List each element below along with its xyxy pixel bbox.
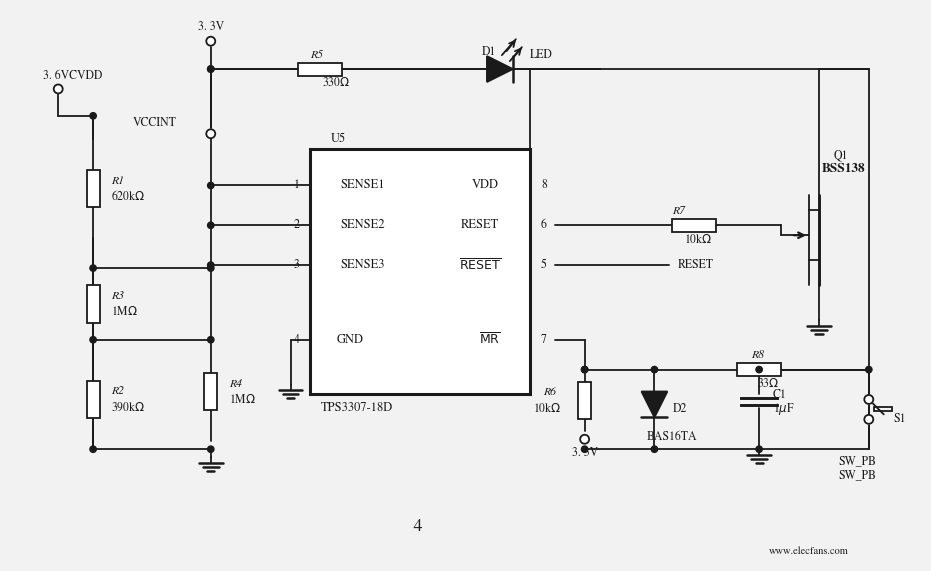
Text: BSS138: BSS138 (822, 163, 866, 175)
Circle shape (90, 446, 96, 452)
Text: SW_PB: SW_PB (839, 455, 877, 467)
Circle shape (54, 85, 62, 94)
Text: 图4  电压监控及复位电路: 图4 电压监控及复位电路 (409, 519, 472, 535)
Circle shape (90, 265, 96, 271)
Text: RESET: RESET (461, 219, 499, 231)
Circle shape (864, 415, 873, 424)
Text: www.elecfans.com: www.elecfans.com (769, 546, 849, 556)
Bar (578, 381, 591, 419)
Text: C1: C1 (773, 389, 787, 401)
Circle shape (208, 66, 214, 73)
Text: 390k$\Omega$: 390k$\Omega$ (111, 401, 145, 413)
Polygon shape (487, 56, 513, 82)
Circle shape (208, 262, 214, 268)
Circle shape (582, 446, 587, 452)
Text: TPS3307-18D: TPS3307-18D (320, 403, 393, 415)
Text: Q1: Q1 (834, 150, 848, 162)
Circle shape (756, 367, 762, 373)
Bar (874, 407, 892, 411)
Text: 1M$\Omega$: 1M$\Omega$ (229, 393, 256, 406)
Circle shape (582, 367, 587, 373)
Text: 620k$\Omega$: 620k$\Omega$ (111, 190, 145, 203)
Text: 4: 4 (293, 334, 300, 345)
Text: BAS16TA: BAS16TA (646, 431, 697, 443)
Text: D1: D1 (482, 46, 496, 58)
Text: 5: 5 (541, 259, 546, 271)
Text: 3. 6VCVDD: 3. 6VCVDD (43, 70, 102, 82)
Text: 7: 7 (541, 334, 546, 345)
Circle shape (652, 446, 657, 452)
Text: 2: 2 (293, 219, 300, 231)
Text: SENSE1: SENSE1 (340, 180, 385, 191)
Text: 330$\Omega$: 330$\Omega$ (322, 77, 351, 90)
Text: 10k$\Omega$: 10k$\Omega$ (684, 233, 712, 246)
Text: 1M$\Omega$: 1M$\Omega$ (111, 305, 138, 319)
Text: D2: D2 (672, 404, 687, 415)
Bar (299, 63, 343, 75)
Circle shape (208, 265, 214, 271)
Text: 6: 6 (541, 219, 546, 231)
Circle shape (208, 182, 214, 188)
Text: R5: R5 (310, 50, 323, 60)
Text: R7: R7 (672, 206, 685, 216)
Bar (204, 372, 217, 411)
Circle shape (866, 367, 872, 373)
Text: R4: R4 (229, 379, 242, 388)
Text: R6: R6 (543, 388, 556, 397)
Text: 3: 3 (293, 259, 300, 271)
Circle shape (756, 446, 762, 452)
Circle shape (582, 367, 587, 373)
Text: 3. 3V: 3. 3V (572, 447, 598, 459)
Text: 10k$\Omega$: 10k$\Omega$ (533, 402, 561, 415)
Bar (310, 148, 530, 395)
Text: LED: LED (530, 49, 553, 61)
Circle shape (207, 129, 215, 138)
Text: GND: GND (337, 334, 364, 345)
Text: R3: R3 (111, 291, 124, 301)
Text: SENSE3: SENSE3 (340, 259, 385, 271)
Text: $\overline{\rm RESET}$: $\overline{\rm RESET}$ (459, 258, 501, 273)
Polygon shape (641, 392, 668, 417)
Circle shape (864, 395, 873, 404)
Text: VDD: VDD (471, 180, 498, 191)
Text: RESET: RESET (678, 259, 713, 271)
Text: S1: S1 (894, 413, 906, 425)
Text: $\overline{\rm MR}$: $\overline{\rm MR}$ (479, 332, 501, 348)
Text: R8: R8 (751, 349, 764, 360)
Text: 8: 8 (541, 180, 546, 191)
Bar (87, 380, 100, 419)
Text: 1: 1 (293, 180, 300, 191)
Circle shape (90, 336, 96, 343)
Circle shape (208, 222, 214, 228)
Circle shape (580, 435, 589, 444)
Text: R1: R1 (111, 175, 124, 186)
Text: R2: R2 (111, 387, 124, 396)
Bar (87, 285, 100, 323)
Text: SW_PB: SW_PB (839, 469, 877, 481)
Circle shape (207, 37, 215, 46)
Text: VCCINT: VCCINT (133, 117, 177, 128)
Text: 3. 3V: 3. 3V (197, 21, 223, 33)
Text: U5: U5 (331, 133, 345, 144)
Text: SENSE2: SENSE2 (340, 219, 385, 231)
Circle shape (208, 446, 214, 452)
Text: 33$\Omega$: 33$\Omega$ (757, 377, 779, 390)
Circle shape (208, 336, 214, 343)
Circle shape (652, 367, 657, 373)
Text: 1$\mu$F: 1$\mu$F (773, 401, 795, 417)
Bar (672, 219, 716, 232)
Bar (87, 170, 100, 207)
Circle shape (90, 112, 96, 119)
Circle shape (208, 66, 214, 73)
Bar (737, 363, 781, 376)
